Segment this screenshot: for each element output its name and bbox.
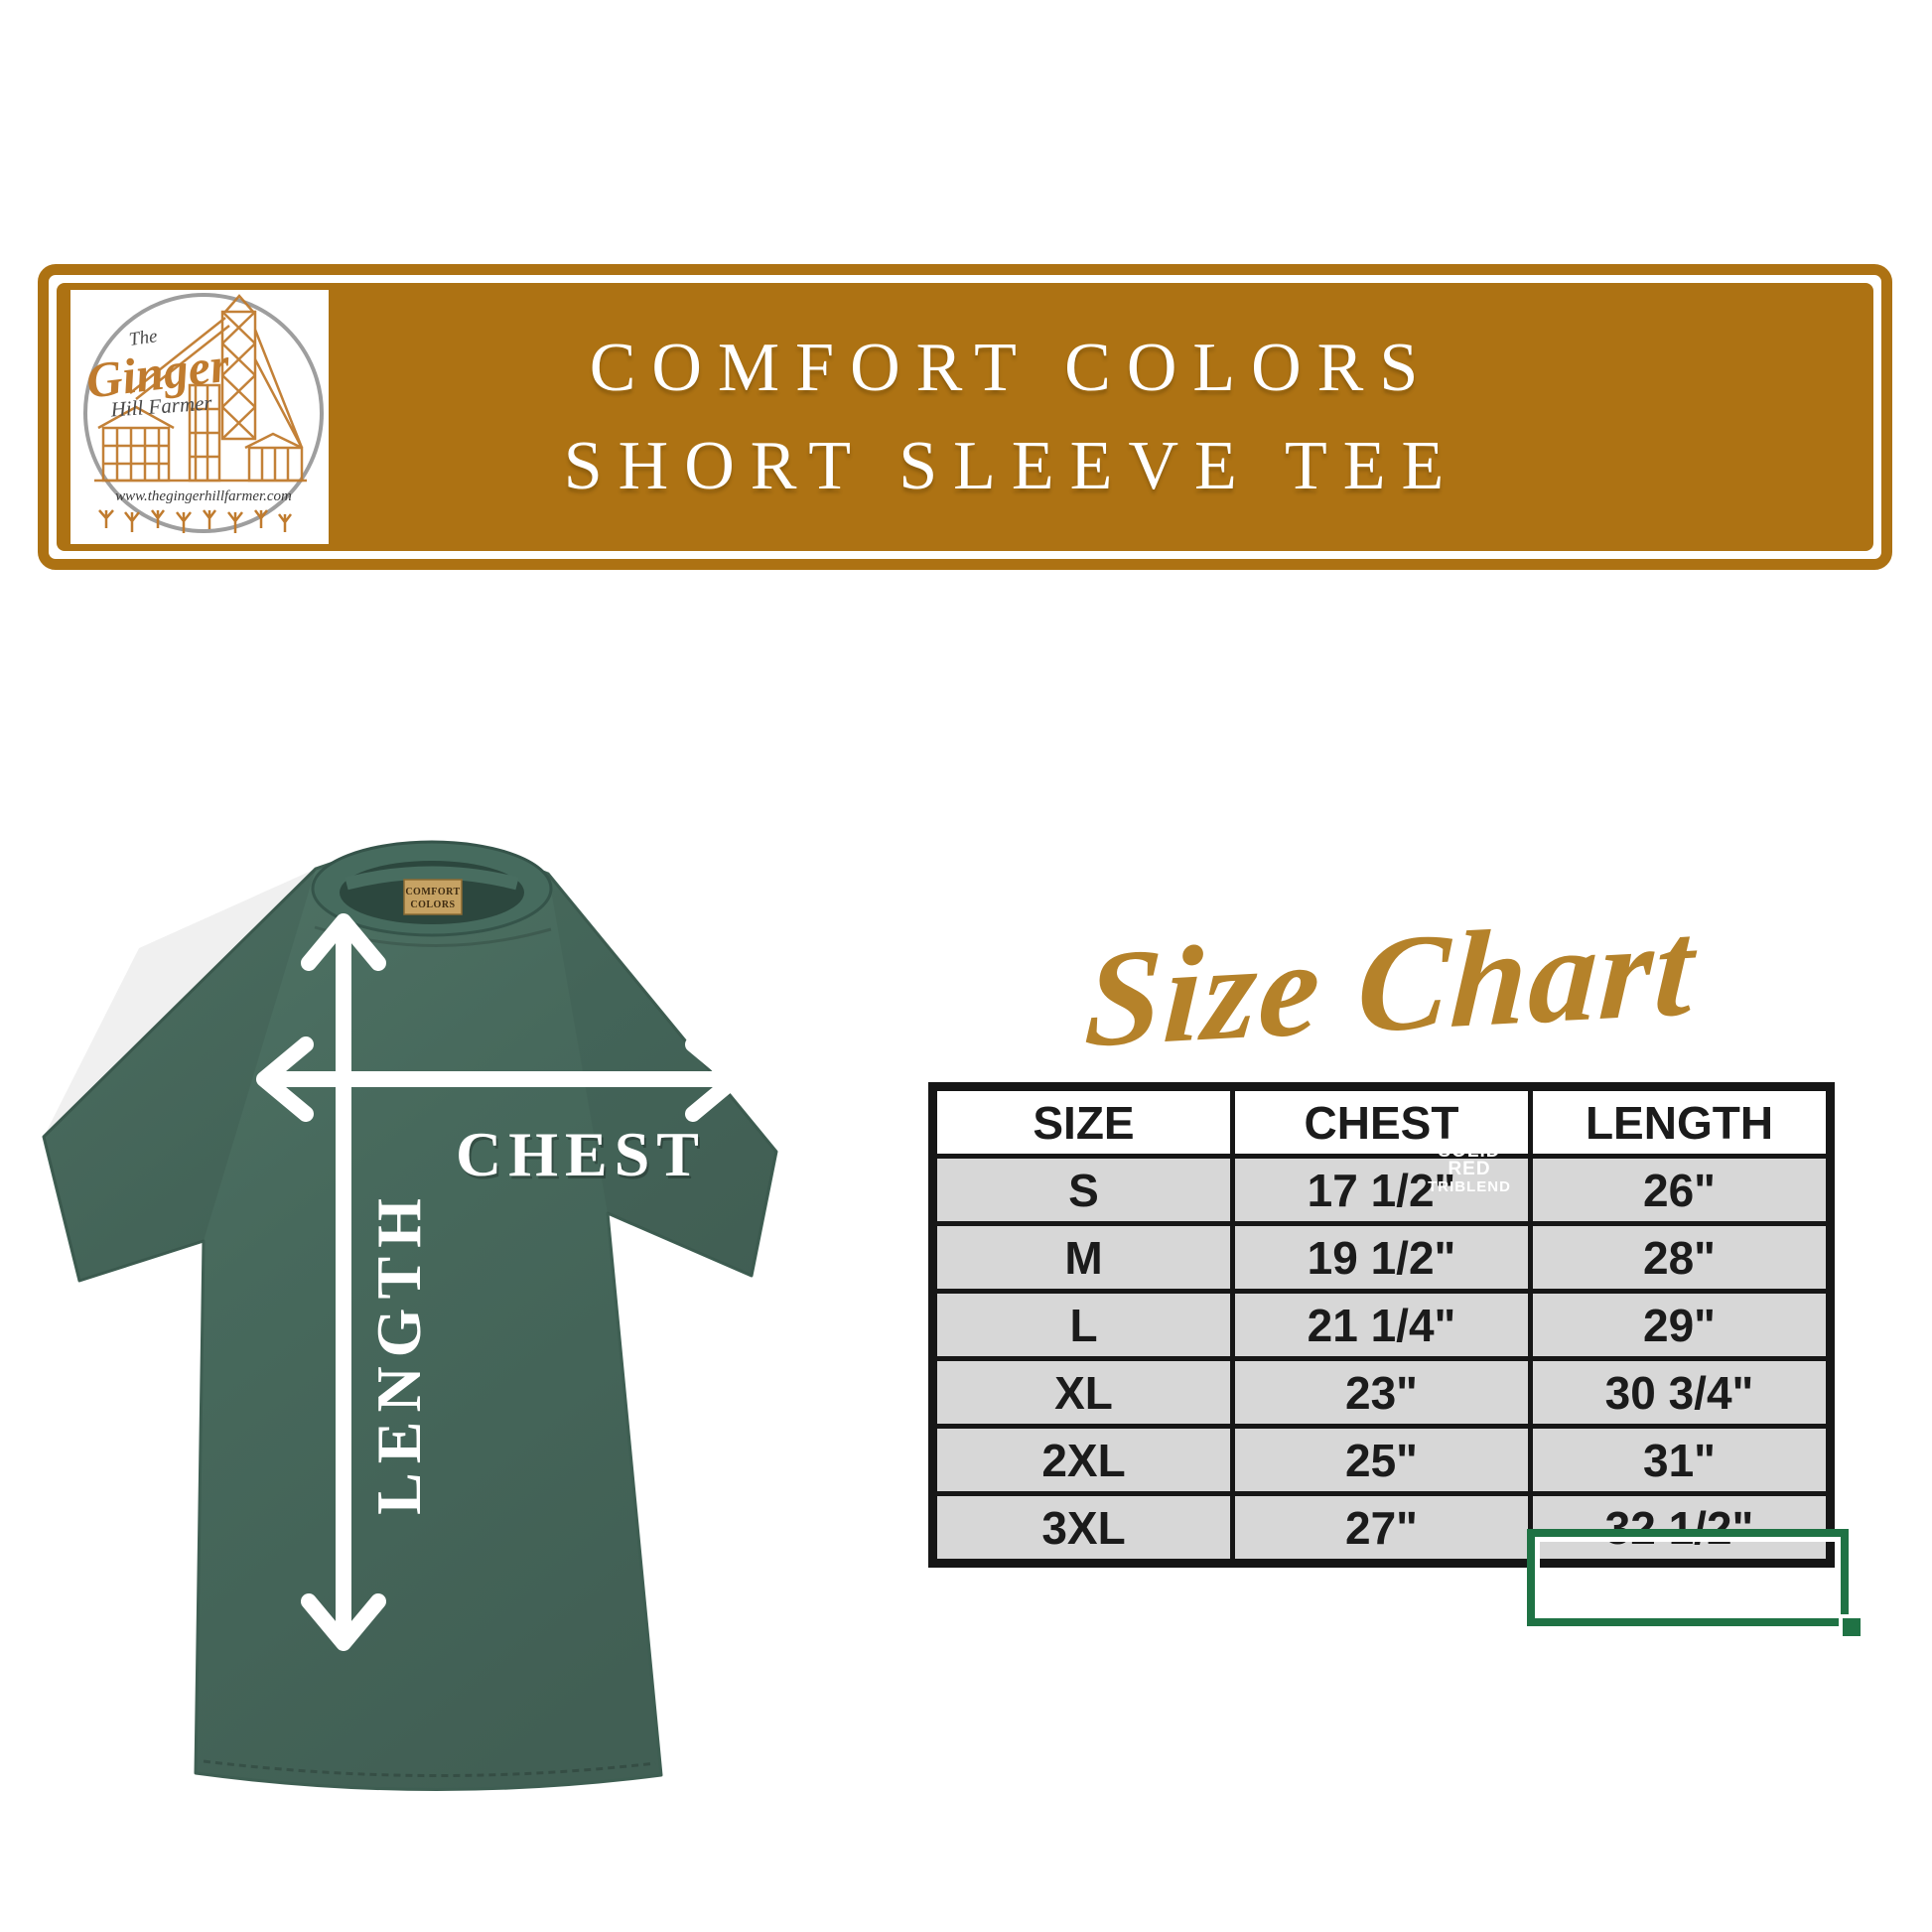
neck-tag: COMFORT COLORS <box>403 879 463 915</box>
cell-length: 29" <box>1528 1289 1833 1361</box>
watermark-line: RED <box>1448 1159 1491 1179</box>
size-chart-heading: Size Chart <box>1081 891 1700 1076</box>
cell-chest: 23" <box>1230 1356 1533 1429</box>
table-row: XL 23" 30 3/4" <box>930 1356 1833 1429</box>
watermark-line: SOLID <box>1438 1141 1501 1162</box>
cell-chest: 19 1/2" <box>1230 1221 1533 1294</box>
cell-length: 31" <box>1528 1424 1833 1496</box>
table-row: M 19 1/2" 28" <box>930 1221 1833 1294</box>
col-header-size: SIZE <box>930 1084 1235 1159</box>
cell-length: 28" <box>1528 1221 1833 1294</box>
neck-tag-line1: COMFORT <box>405 887 460 897</box>
chest-label: CHEST <box>456 1119 706 1189</box>
back-collar <box>345 866 519 891</box>
chest-label-shadow: CHEST <box>458 1122 708 1192</box>
logo-website: www.thegingerhillfarmer.com <box>115 488 292 504</box>
logo-circle: The Ginger Hill Farmer www.thegingerhill… <box>83 293 324 533</box>
tshirt-svg: COMFORT COLORS CHEST CHEST LENGTH <box>42 840 778 1791</box>
table-header-row: SIZE CHEST LENGTH <box>930 1084 1833 1159</box>
size-table: SIZE CHEST LENGTH S 17 1/2" 26" M 19 1/2… <box>928 1082 1835 1568</box>
cell-size: 2XL <box>930 1424 1235 1496</box>
cell-size: M <box>930 1221 1235 1294</box>
cell-chest: 17 1/2" <box>1230 1154 1533 1226</box>
hem-stitch <box>203 1759 656 1777</box>
cell-size: XL <box>930 1356 1235 1429</box>
cell-size: L <box>930 1289 1235 1361</box>
cell-length: 32 1/2" <box>1528 1491 1833 1566</box>
logo-farm-illustration <box>94 294 307 483</box>
cell-size: 3XL <box>930 1491 1235 1566</box>
table-row: S 17 1/2" 26" <box>930 1154 1833 1226</box>
col-header-chest: CHEST <box>1230 1084 1533 1159</box>
tshirt-figure: COMFORT COLORS CHEST CHEST LENGTH <box>15 832 789 1815</box>
banner-frame: The Ginger Hill Farmer www.thegingerhill… <box>57 283 1873 551</box>
logo-plants <box>98 509 292 533</box>
length-label: LENGTH <box>363 1189 434 1515</box>
logo-the: The <box>128 326 159 350</box>
watermark-line: TRIBLEND <box>1428 1178 1511 1195</box>
brand-logo: The Ginger Hill Farmer www.thegingerhill… <box>70 290 329 544</box>
table-row: L 21 1/4" 29" <box>930 1289 1833 1361</box>
cell-length: 26" <box>1528 1154 1833 1226</box>
left-sleeve-shade <box>44 869 316 1281</box>
length-arrow <box>301 913 386 1651</box>
cell-chest: 25" <box>1230 1424 1533 1496</box>
cell-chest: 21 1/4" <box>1230 1289 1533 1361</box>
cell-size: S <box>930 1154 1235 1226</box>
selection-fill-handle[interactable] <box>1839 1614 1864 1640</box>
cell-chest: 27" <box>1230 1491 1533 1566</box>
col-header-length: LENGTH <box>1528 1084 1833 1159</box>
solid-red-triblend-watermark: SOLID RED TRIBLEND <box>1395 1142 1544 1195</box>
chest-arrow <box>256 1036 743 1122</box>
banner-title-line1: COMFORT COLORS <box>589 329 1435 406</box>
top-banner: The Ginger Hill Farmer www.thegingerhill… <box>38 264 1892 570</box>
neck-tag-line2: COLORS <box>410 899 455 910</box>
cell-length: 30 3/4" <box>1528 1356 1833 1429</box>
banner-title-block: COMFORT COLORS SHORT SLEEVE TEE <box>329 329 1873 504</box>
table-row: 3XL 27" 32 1/2" <box>930 1491 1833 1566</box>
banner-title-line2: SHORT SLEEVE TEE <box>563 428 1460 504</box>
table-row: 2XL 25" 31" <box>930 1424 1833 1496</box>
